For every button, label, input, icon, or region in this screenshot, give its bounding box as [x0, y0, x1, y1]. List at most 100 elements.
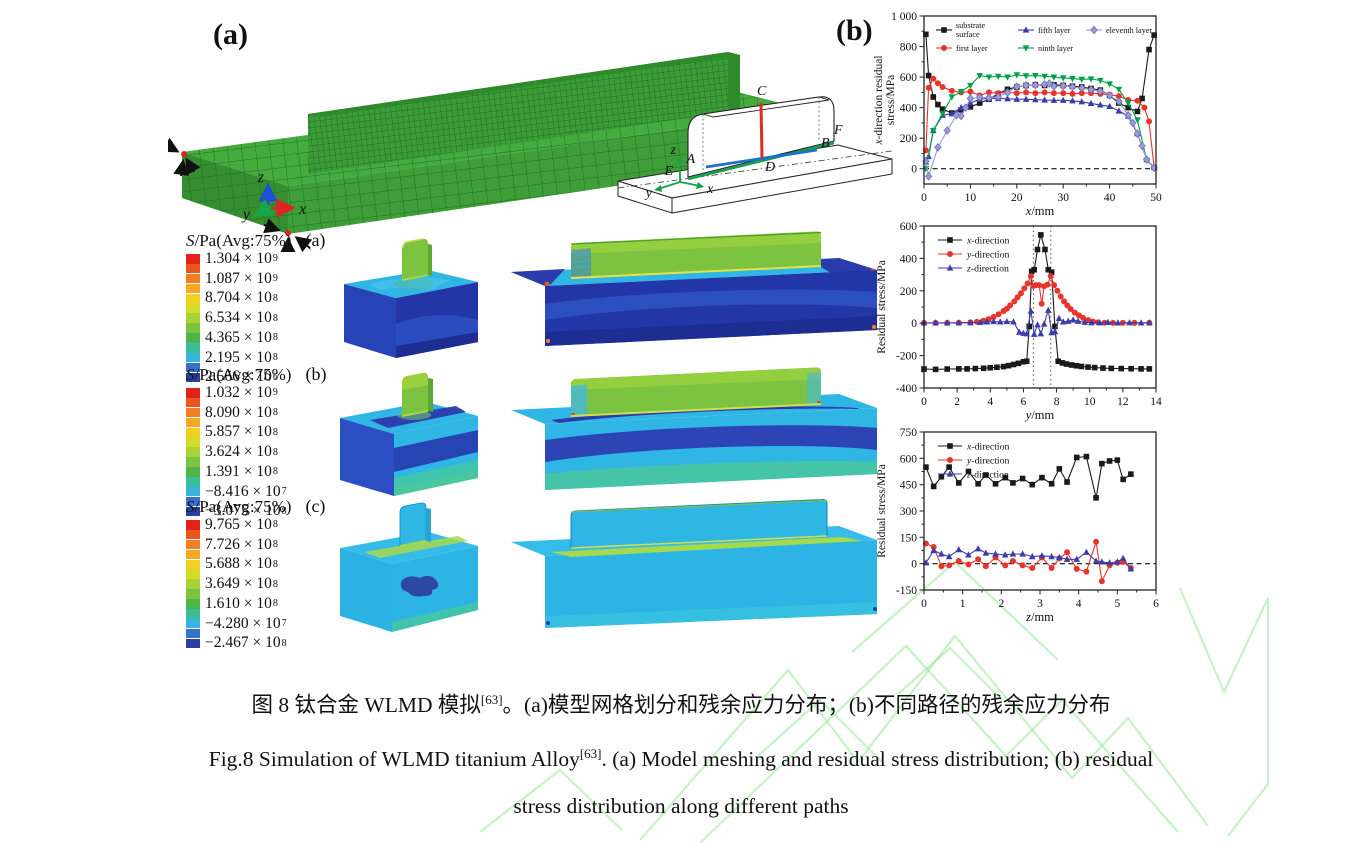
colorbar-value: 4.365 × 10 8	[205, 328, 278, 346]
contour-a-long	[511, 231, 877, 346]
colorbar-value: −3.075 × 10 8	[205, 502, 287, 520]
svg-text:400: 400	[900, 253, 918, 265]
schematic-axis-z: z	[670, 143, 677, 158]
axis-y-label: y	[241, 206, 251, 223]
citation-ref: [63]	[480, 691, 503, 707]
svg-text:6: 6	[1021, 396, 1027, 408]
colorbar-title-rest: /Pa(Avg:75%)	[194, 497, 292, 516]
point-D-label: D	[764, 160, 775, 175]
path-CD-line	[759, 102, 764, 159]
contour-c-long	[511, 498, 877, 628]
svg-text:ninth layer: ninth layer	[1038, 44, 1074, 53]
colorbar-a: S/Pa(Avg:75%) (a) 1.304 × 10 9 1.087 × 10 9 8.…	[186, 230, 356, 387]
svg-text:x/mm: x/mm	[1025, 204, 1055, 218]
svg-text:3: 3	[1037, 598, 1043, 610]
colorbar-c: S/Pa(Avg:75%) (c) 9.765 × 10 8 7.726 × 10 8 5.…	[186, 496, 356, 653]
axis-x-label: x	[298, 201, 306, 218]
svg-text:30: 30	[1057, 192, 1069, 204]
svg-text:10: 10	[1084, 396, 1096, 408]
bc-dot	[181, 151, 187, 157]
point-B-label: B	[821, 136, 830, 151]
contour-b-long	[511, 367, 877, 490]
svg-text:0: 0	[911, 318, 917, 330]
colorbar-value: 1.610 × 10 8	[205, 594, 278, 612]
svg-text:y-direction: y-direction	[966, 456, 1010, 467]
colorbar-panel-label: (c)	[305, 496, 326, 516]
svg-text:40: 40	[1104, 192, 1116, 204]
colorbar-title-var: S	[186, 497, 195, 516]
svg-text:eleventh layer: eleventh layer	[1106, 26, 1152, 35]
chart-z-path: 0 1 2 3 4 5 6 -150 0 150 300 450 600 750 z/mm Residual …	[876, 427, 1159, 624]
svg-text:0: 0	[911, 164, 917, 176]
colorbar-value: 1.087 × 10 9	[205, 269, 278, 287]
svg-text:first layer: first layer	[956, 44, 988, 53]
colorbar-value: 2.566 × 10 6	[205, 368, 278, 386]
chart-x-path: 0 10 20 30 40 50 0 200 400 600 800 1 000 x/mm x-direc…	[873, 11, 1162, 218]
colorbar-title-rest: /Pa(Avg:75%)	[194, 231, 292, 250]
svg-text:0: 0	[921, 192, 927, 204]
svg-text:800: 800	[900, 42, 918, 54]
svg-text:Residual stress/MPa: Residual stress/MPa	[876, 464, 888, 558]
colorbar-title-var: S	[186, 365, 195, 384]
svg-text:6: 6	[1153, 598, 1159, 610]
colorbar-title-rest: /Pa(Avg:75%)	[194, 365, 292, 384]
path-AB-line	[705, 148, 818, 169]
chart-y-path: 0 2 4 6 8 10 12 14 -400 -200 0 200 400 600 y/mm Residua…	[876, 221, 1162, 422]
svg-text:200: 200	[900, 133, 918, 145]
caption-line-1: 图 8 钛合金 WLMD 模拟[63]。(a)模型网格划分和残余应力分布；(b)…	[251, 691, 1111, 717]
svg-text:750: 750	[900, 427, 918, 439]
path-schematic-image: C A B D E F z x y	[617, 84, 893, 214]
svg-text:z-direction: z-direction	[966, 470, 1009, 481]
colorbar-value: 2.195 × 10 8	[205, 348, 278, 366]
svg-text:0: 0	[911, 559, 917, 571]
citation-ref: [63]	[579, 746, 602, 761]
panel-label-a: (a)	[213, 18, 248, 51]
svg-text:Residual stress/MPa: Residual stress/MPa	[876, 260, 888, 354]
bc-dot	[285, 230, 291, 236]
svg-text:-200: -200	[896, 351, 917, 363]
point-E-label: E	[663, 164, 673, 179]
colorbar-value: 8.090 × 10 8	[205, 403, 278, 421]
svg-text:1 000: 1 000	[891, 11, 917, 23]
svg-text:z-direction: z-direction	[966, 264, 1009, 275]
axis-z-label: z	[257, 169, 265, 186]
colorbar-value: 1.032 × 10 9	[205, 383, 278, 401]
colorbar-value: 1.304 × 10 9	[205, 249, 278, 267]
svg-text:fifth layer: fifth layer	[1038, 26, 1071, 35]
svg-text:50: 50	[1150, 192, 1162, 204]
colorbar-b: S/Pa(Avg:75%) (b) 1.032 × 10 9 8.090 × 10 8 5.…	[186, 364, 356, 521]
contour-c-section	[340, 502, 478, 632]
svg-text:600: 600	[900, 72, 918, 84]
svg-text:200: 200	[900, 286, 918, 298]
svg-text:surface: surface	[956, 30, 980, 39]
svg-text:substrate: substrate	[956, 21, 985, 30]
svg-text:y/mm: y/mm	[1024, 408, 1055, 422]
svg-text:14: 14	[1150, 396, 1162, 408]
svg-text:8: 8	[1054, 396, 1060, 408]
colorbar-value: −2.467 × 10 8	[205, 634, 287, 652]
colorbar-value: 6.534 × 10 8	[205, 309, 278, 327]
schematic-axis-x: x	[706, 182, 714, 197]
colorbar-value: −8.416 × 10 7	[205, 482, 287, 500]
colorbar-value: −4.280 × 10 7	[205, 614, 287, 632]
svg-text:0: 0	[921, 396, 927, 408]
svg-text:400: 400	[900, 103, 918, 115]
mesh-axes: z x y	[241, 169, 306, 223]
svg-text:150: 150	[900, 532, 918, 544]
point-F-label: F	[833, 123, 843, 138]
colorbar-value: 7.726 × 10 8	[205, 535, 278, 553]
path-EF-line	[687, 141, 835, 181]
svg-text:-400: -400	[896, 383, 917, 395]
colorbar-value: 5.857 × 10 8	[205, 423, 278, 441]
colorbar-value: 5.688 × 10 8	[205, 555, 278, 573]
point-A-label: A	[685, 152, 695, 167]
svg-text:stress/MPa: stress/MPa	[885, 75, 897, 125]
svg-text:0: 0	[921, 598, 927, 610]
colorbar-value: 3.624 × 10 8	[205, 443, 278, 461]
svg-text:12: 12	[1117, 396, 1129, 408]
svg-text:-150: -150	[896, 585, 917, 597]
svg-text:10: 10	[965, 192, 977, 204]
colorbar-title-var: S	[186, 231, 195, 250]
